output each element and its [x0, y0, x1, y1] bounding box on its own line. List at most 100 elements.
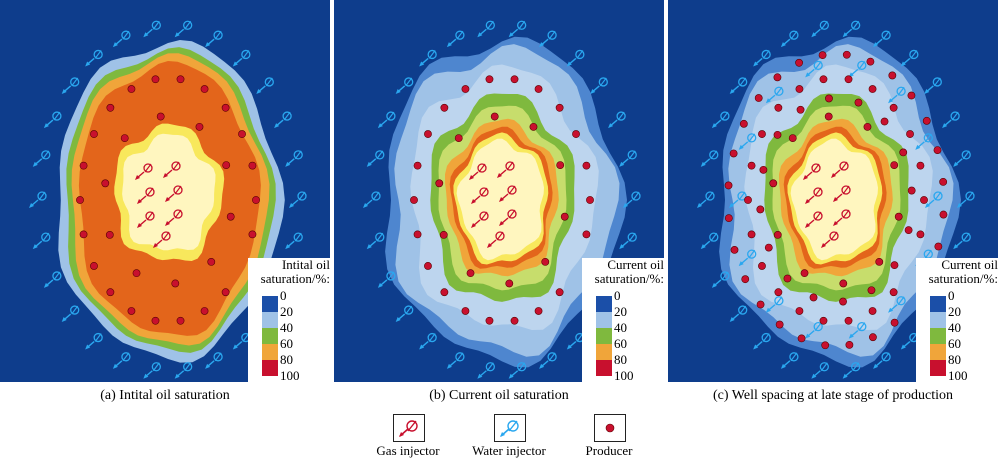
producer-well [555, 288, 564, 297]
producer-well [867, 286, 876, 295]
water-injector-well [765, 296, 784, 313]
scale-tick-label: 0 [948, 288, 955, 303]
wells [29, 20, 307, 379]
saturation-map-late-stage [668, 0, 998, 382]
producer-well [76, 196, 84, 204]
water-injector-well [377, 271, 396, 288]
scale-tick-label: 40 [280, 320, 293, 335]
producer-well [907, 91, 916, 100]
producer-well [207, 257, 216, 266]
saturation-map-initial [0, 0, 330, 382]
saturation-map-current [334, 0, 664, 382]
legend-gas-injector-label: Gas injector [376, 443, 440, 458]
producer-well [880, 117, 889, 126]
gas-injector-well [137, 187, 155, 204]
water-injector-well [738, 133, 757, 150]
producer-well [534, 307, 543, 315]
legend-producer-box [594, 414, 626, 442]
scale-tick-label: 100 [948, 368, 968, 382]
producer-well [819, 316, 828, 325]
water-injector-well [419, 49, 437, 67]
gas-injector-icon [399, 420, 418, 437]
water-injector-well [729, 77, 748, 94]
producer-well [773, 73, 782, 82]
water-injector-well [953, 232, 971, 250]
water-injector-well [942, 111, 960, 129]
producer-well [764, 243, 773, 252]
panel-initial-saturation: Intital oil saturation/%: 0 20 40 60 80 100 [0, 0, 330, 382]
producer-well [151, 316, 160, 325]
producer-well [741, 275, 750, 284]
scale-tick-label: 100 [614, 368, 634, 382]
producer-well [248, 161, 257, 170]
water-injector-well [112, 352, 131, 369]
scale-title-line2: saturation/%: [928, 271, 998, 286]
scale-title-line1: Intital oil [281, 257, 330, 272]
producer-well [759, 165, 768, 174]
scale-tick-label: 60 [948, 336, 961, 351]
producer-well [510, 316, 519, 325]
producer-well [809, 293, 818, 302]
water-injector-well [738, 249, 757, 267]
water-injector-well [143, 20, 161, 38]
producer-well [510, 75, 519, 84]
gas-injector-well [833, 185, 851, 202]
scale-swatch [930, 296, 946, 312]
scale-tick-label: 80 [948, 352, 961, 367]
scale-tick-label: 20 [280, 304, 293, 319]
producer-well [754, 94, 763, 102]
water-injector-well [446, 30, 465, 48]
scale-tick-label: 0 [614, 288, 621, 303]
producer-well [894, 212, 903, 221]
producer-well [797, 334, 806, 343]
water-injector-well [566, 49, 585, 67]
gas-injector-well [469, 163, 487, 180]
producer-well [176, 75, 185, 84]
gas-injector-well [499, 185, 517, 202]
scale-tick-label: 60 [614, 336, 627, 351]
gas-injector-well [805, 187, 823, 204]
producer-well [773, 130, 782, 139]
scale-tick-label: 0 [280, 288, 287, 303]
producer-well [933, 146, 942, 155]
producer-well [800, 269, 809, 278]
producer-well [171, 279, 180, 288]
water-injector-well [477, 20, 495, 38]
producer-well [106, 103, 115, 112]
water-injector-well [143, 362, 161, 379]
producer-well [845, 340, 854, 349]
gas-injector-well [165, 185, 183, 202]
gas-injector-well [821, 231, 839, 248]
producer-well [534, 85, 543, 93]
water-injector-well [590, 77, 608, 94]
water-injector-well [805, 60, 823, 78]
scale-swatch [596, 344, 612, 360]
water-injector-well [811, 362, 829, 379]
water-injector-well [539, 30, 557, 48]
water-injector-well [700, 150, 719, 167]
water-injector-well [619, 232, 637, 250]
gas-injector-well [831, 161, 849, 178]
water-injector-well [957, 191, 975, 208]
producer-well [744, 196, 752, 204]
producer-well [906, 130, 914, 138]
producer-well [875, 257, 884, 266]
producer-well [869, 333, 877, 342]
producer-well [922, 116, 931, 125]
scale-title-line1: Current oil [607, 257, 664, 272]
water-injector-well [924, 77, 942, 94]
producer-well [222, 161, 231, 170]
producer-well [505, 279, 514, 288]
producer-well [818, 51, 827, 60]
water-injector-well [29, 191, 47, 208]
water-injector-well [508, 20, 527, 38]
water-injector-well [753, 49, 771, 67]
water-injector-well [608, 111, 626, 129]
producer-well [252, 196, 260, 204]
scale-swatch [596, 360, 612, 376]
producer-well [529, 122, 538, 131]
producer-well [90, 262, 98, 270]
producer-well [555, 103, 564, 112]
producer-well [200, 85, 209, 93]
water-injector-well [112, 30, 131, 48]
